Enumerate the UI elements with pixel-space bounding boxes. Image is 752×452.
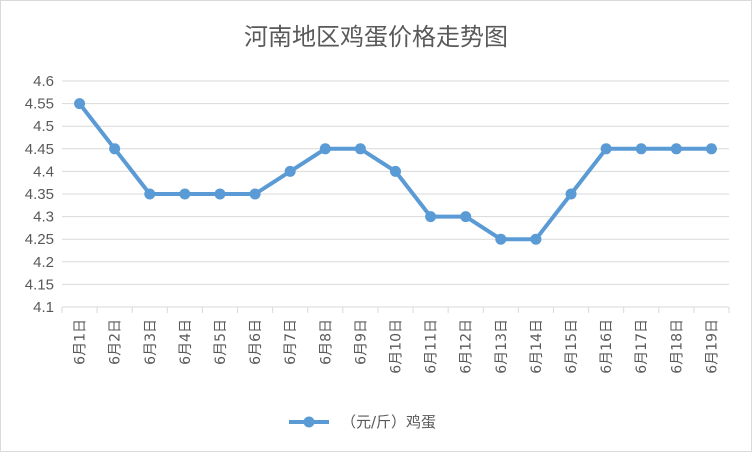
x-tick-label: 6月11日	[424, 319, 440, 374]
data-point	[74, 98, 86, 110]
x-tick-label: 6月5日	[213, 319, 229, 365]
legend: （元/斤）鸡蛋	[289, 413, 436, 431]
x-tick-label: 6月17日	[634, 319, 650, 374]
data-point	[635, 143, 647, 155]
y-tick-label: 4.5	[33, 118, 54, 135]
data-point	[530, 233, 542, 245]
x-tick-label: 6月6日	[248, 319, 264, 365]
data-point	[460, 211, 472, 223]
x-tick-label: 6月7日	[283, 319, 299, 365]
data-point	[249, 188, 261, 200]
data-point	[600, 143, 612, 155]
data-point	[390, 165, 401, 177]
x-tick-label: 6月15日	[564, 319, 580, 374]
data-point	[179, 188, 191, 200]
data-point	[214, 188, 226, 200]
legend-label: （元/斤）鸡蛋	[341, 413, 436, 431]
y-tick-label: 4.2	[33, 254, 54, 271]
y-axis-ticks: 4.1 4.15 4.2 4.25 4.3 4.35 4.4 4.45 4.5 4.55 4.6	[25, 73, 54, 316]
gridlines	[61, 80, 730, 313]
x-tick-label: 6月1日	[73, 319, 89, 365]
x-tick-label: 6月8日	[318, 319, 334, 365]
y-tick-label: 4.4	[33, 163, 54, 180]
data-point	[495, 233, 507, 245]
data-point	[565, 188, 577, 200]
y-tick-label: 4.55	[25, 96, 54, 113]
y-tick-label: 4.1	[33, 299, 54, 316]
x-tick-label: 6月2日	[108, 319, 124, 365]
data-point	[670, 143, 682, 155]
data-point	[319, 143, 331, 155]
x-tick-label: 6月4日	[178, 319, 194, 365]
y-tick-label: 4.25	[25, 231, 54, 248]
x-tick-label: 6月19日	[704, 319, 720, 374]
legend-dot-marker	[303, 416, 315, 428]
x-tick-label: 6月14日	[529, 319, 545, 374]
y-tick-label: 4.6	[33, 73, 54, 90]
y-tick-label: 4.45	[25, 141, 54, 158]
data-point	[284, 165, 296, 177]
data-point	[705, 143, 717, 155]
data-point	[425, 211, 437, 223]
data-point	[109, 143, 121, 155]
x-tick-label: 6月18日	[669, 319, 685, 374]
y-tick-label: 4.3	[33, 209, 54, 226]
chart-title: 河南地区鸡蛋价格走势图	[244, 23, 508, 51]
y-tick-label: 4.35	[25, 186, 54, 203]
x-tick-label: 6月3日	[143, 319, 159, 365]
x-tick-label: 6月12日	[459, 319, 475, 374]
x-tick-label: 6月9日	[353, 319, 369, 365]
data-point	[354, 143, 366, 155]
x-tick-label: 6月13日	[494, 319, 510, 374]
series-layer	[74, 98, 717, 245]
x-axis-ticks: 6月1日 6月2日 6月3日 6月4日 6月5日 6月6日 6月7日 6月8日 6月9日 6月10…	[73, 319, 721, 374]
y-tick-label: 4.15	[25, 276, 54, 293]
data-point	[144, 188, 156, 200]
x-tick-label: 6月10日	[389, 319, 405, 374]
x-tick-label: 6月16日	[599, 319, 615, 374]
